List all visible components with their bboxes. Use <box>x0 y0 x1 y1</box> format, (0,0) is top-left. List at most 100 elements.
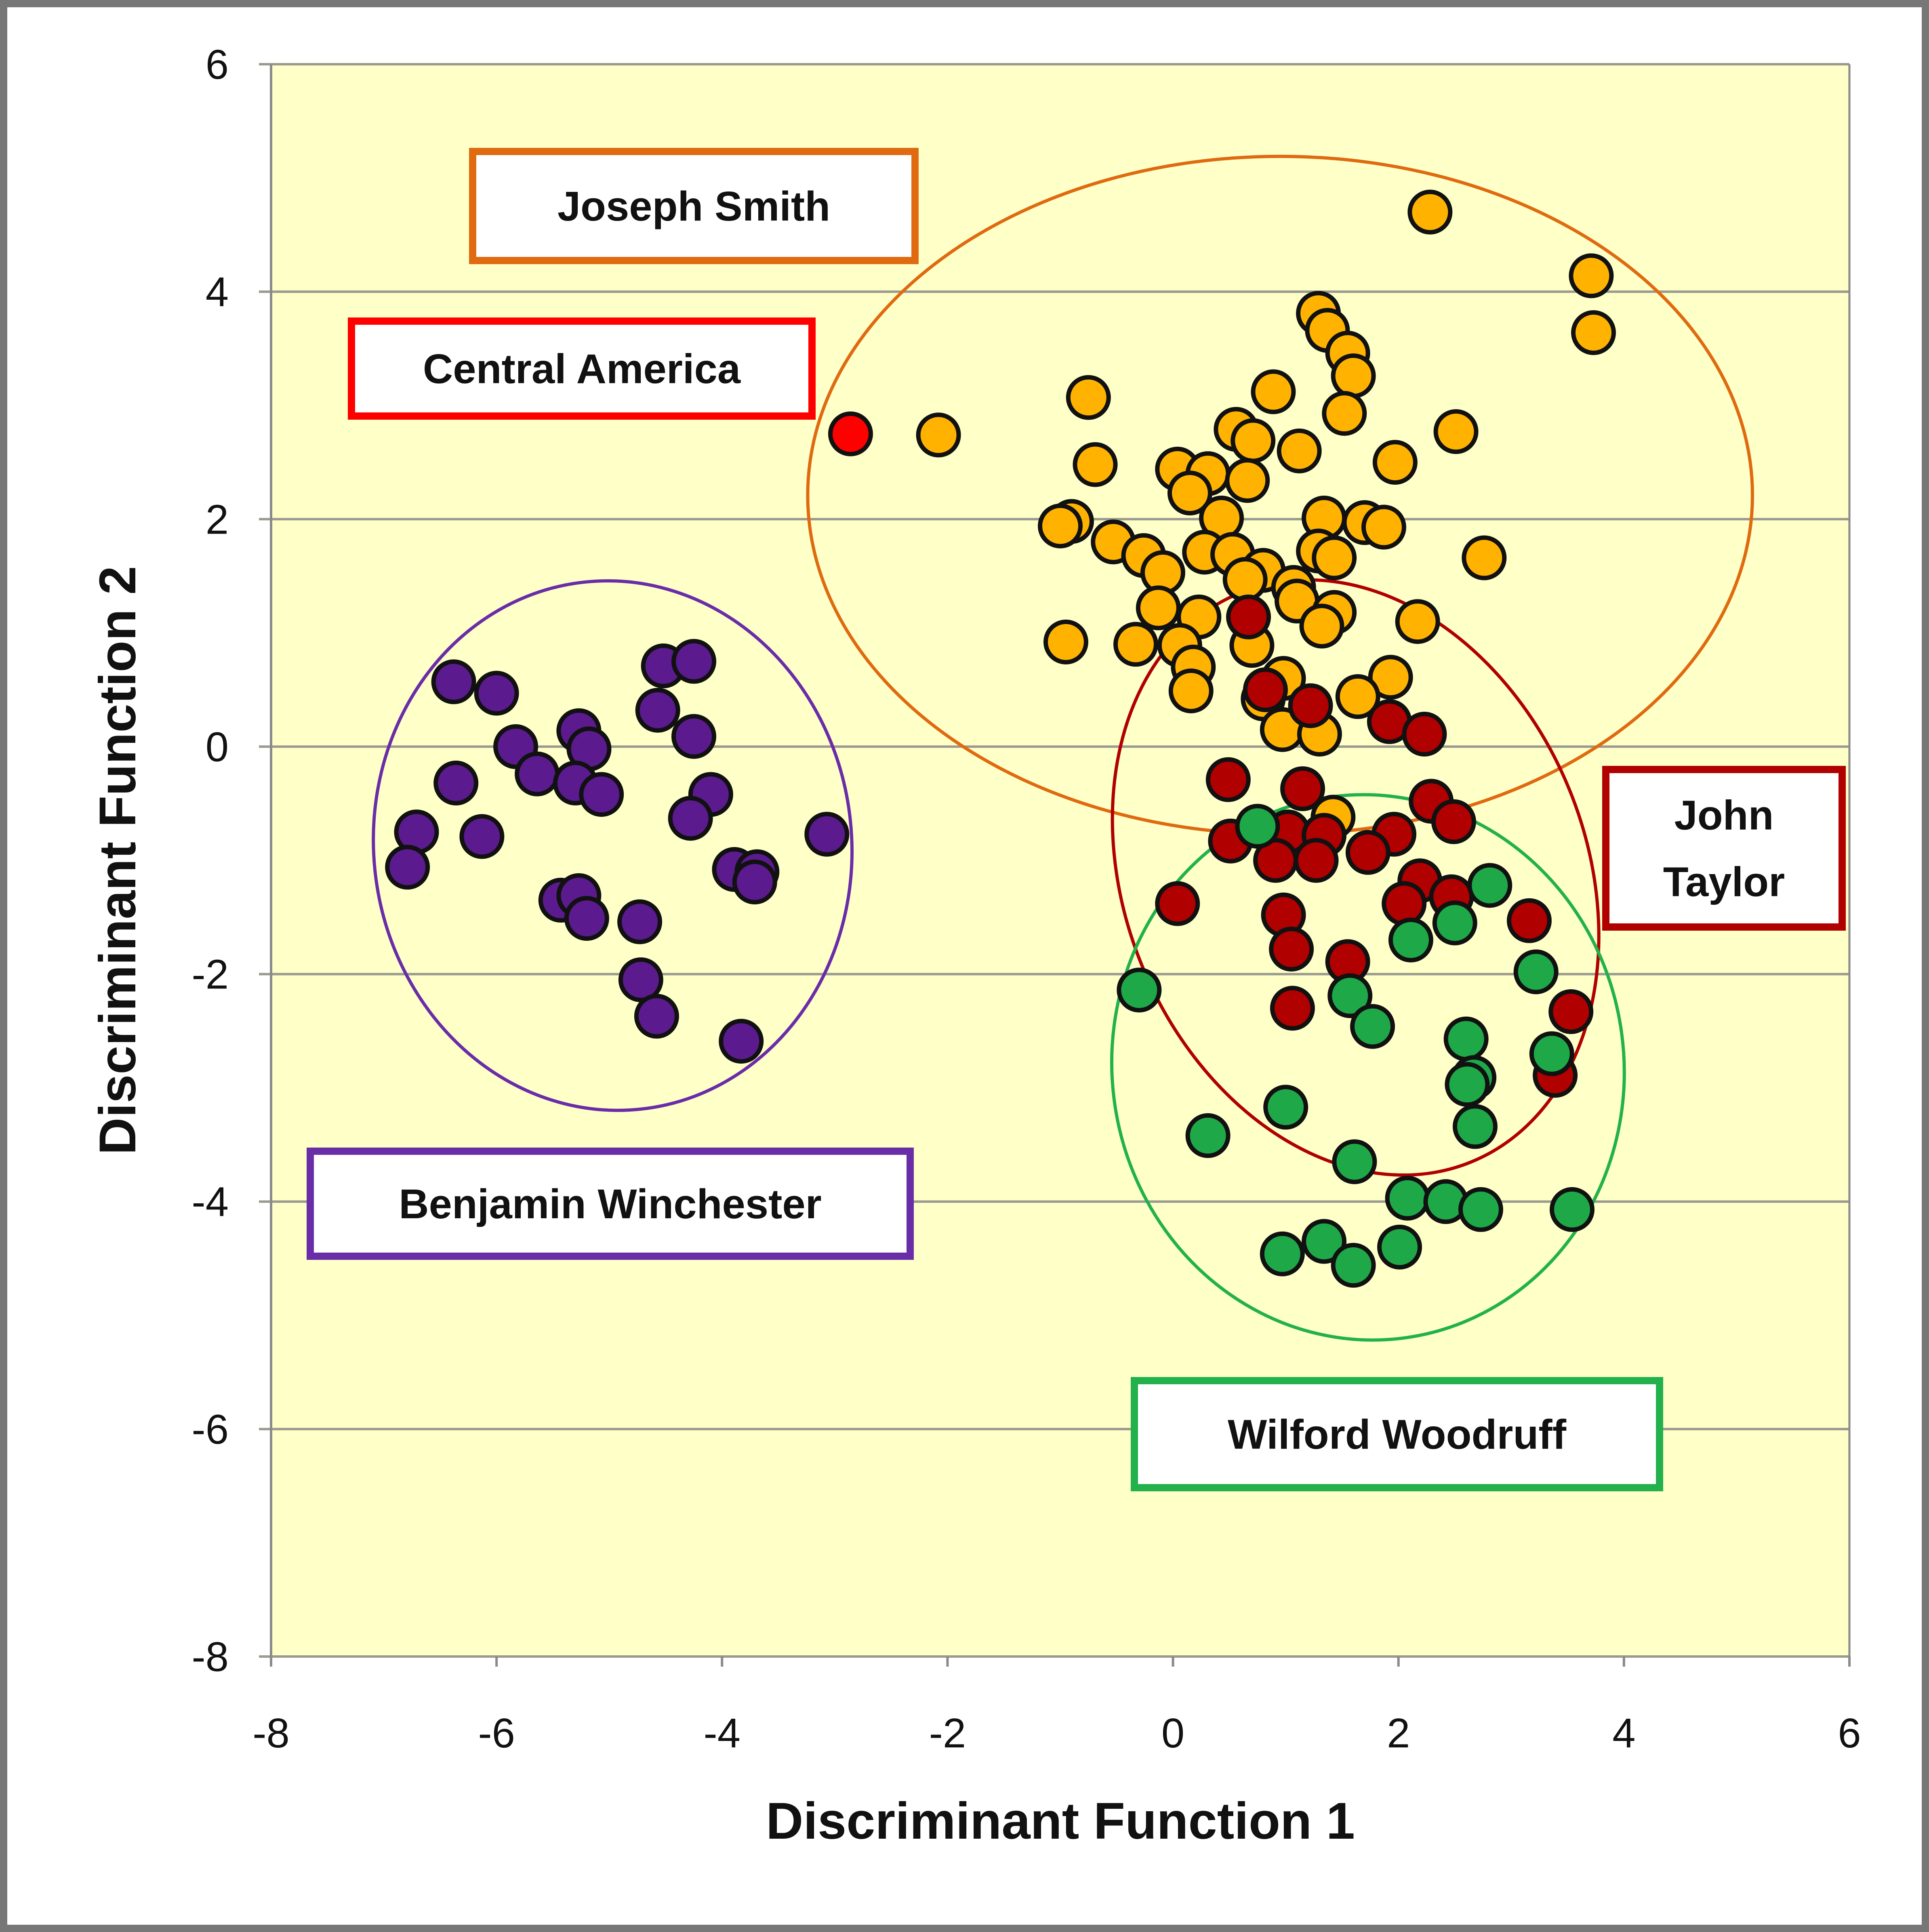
point-benjamin-winchester <box>804 811 850 857</box>
x-tick-label: -8 <box>252 1710 290 1756</box>
label-text: Taylor <box>1663 859 1785 905</box>
label-text: Benjamin Winchester <box>399 1181 822 1227</box>
point-wilford-woodruff <box>1467 863 1512 908</box>
point-benjamin-winchester <box>431 659 476 704</box>
point-joseph-smith <box>1167 471 1212 516</box>
point-john-taylor <box>1382 881 1427 926</box>
point-benjamin-winchester <box>635 687 680 733</box>
point-john-taylor <box>1288 683 1333 728</box>
point-joseph-smith <box>1571 310 1616 355</box>
point-benjamin-winchester <box>671 714 717 759</box>
x-tick-labels: -8 -6 -4 -2 0 2 4 6 <box>252 1710 1861 1756</box>
label-john-taylor: John Taylor <box>1602 766 1846 931</box>
point-wilford-woodruff <box>1350 1004 1395 1049</box>
y-tick-label: -8 <box>191 1633 229 1680</box>
y-tick-label: 2 <box>206 496 229 542</box>
point-john-taylor <box>1226 594 1271 639</box>
point-john-taylor <box>1205 757 1251 802</box>
point-wilford-woodruff <box>1377 1224 1422 1270</box>
point-wilford-woodruff <box>1185 1113 1231 1158</box>
point-john-taylor <box>1243 667 1288 713</box>
label-text: Central America <box>423 346 741 392</box>
point-john-taylor <box>1506 898 1552 943</box>
point-benjamin-winchester <box>668 796 713 841</box>
x-tick-label: 2 <box>1387 1710 1410 1756</box>
label-central-america: Central America <box>348 317 816 420</box>
label-benjamin-winchester: Benjamin Winchester <box>307 1148 914 1260</box>
y-tick-label: 0 <box>206 723 229 770</box>
point-joseph-smith <box>1569 253 1614 299</box>
label-box <box>348 317 816 420</box>
x-tick-label: -4 <box>703 1710 740 1756</box>
point-john-taylor <box>1269 927 1314 972</box>
point-wilford-woodruff <box>1458 1187 1503 1232</box>
point-joseph-smith <box>1277 428 1322 473</box>
y-tick-label: -2 <box>191 951 229 998</box>
label-box <box>1602 766 1846 931</box>
label-box <box>469 148 919 264</box>
point-benjamin-winchester <box>617 899 663 944</box>
x-tick-label: 0 <box>1161 1710 1184 1756</box>
point-joseph-smith <box>1222 557 1268 602</box>
point-wilford-woodruff <box>1385 1175 1430 1221</box>
data-points <box>385 189 1616 1288</box>
point-wilford-woodruff <box>1529 1031 1574 1076</box>
axes <box>270 64 1851 1667</box>
point-joseph-smith <box>916 412 961 458</box>
point-john-taylor <box>1270 986 1315 1031</box>
point-joseph-smith <box>1225 458 1270 503</box>
point-wilford-woodruff <box>1332 1139 1377 1184</box>
point-wilford-woodruff <box>1260 1231 1305 1276</box>
point-john-taylor <box>1548 989 1594 1034</box>
point-benjamin-winchester <box>564 896 609 941</box>
label-text: Joseph Smith <box>557 183 830 229</box>
point-joseph-smith <box>1043 619 1088 664</box>
point-joseph-smith <box>1299 603 1344 649</box>
point-joseph-smith <box>1361 505 1406 550</box>
point-wilford-woodruff <box>1327 973 1373 1018</box>
point-benjamin-winchester <box>515 751 560 797</box>
y-tick-label: -4 <box>191 1179 229 1225</box>
point-benjamin-winchester <box>579 772 624 817</box>
x-axis-title: Discriminant Function 1 <box>766 1792 1355 1850</box>
y-tick-labels: -8 -6 -4 -2 0 2 4 6 <box>191 41 229 1680</box>
point-benjamin-winchester <box>732 859 777 904</box>
point-wilford-woodruff <box>1235 804 1280 849</box>
label-wilford-woodruff: Wilford Woodruff <box>1131 1377 1663 1491</box>
point-benjamin-winchester <box>618 957 663 1003</box>
point-joseph-smith <box>1462 535 1507 580</box>
point-john-taylor <box>1155 881 1200 926</box>
point-wilford-woodruff <box>1443 1016 1489 1062</box>
label-text: Wilford Woodruff <box>1228 1411 1567 1458</box>
label-text: John <box>1674 792 1773 839</box>
x-tick-label: -6 <box>478 1710 515 1756</box>
cluster-labels: Joseph Smith Central America John Taylor Ben… <box>307 148 1846 1491</box>
y-axis-title: Discriminant Function 2 <box>89 566 147 1155</box>
point-joseph-smith <box>1113 622 1158 667</box>
point-wilford-woodruff <box>1263 1085 1308 1130</box>
point-joseph-smith <box>1231 418 1276 463</box>
point-john-taylor <box>1280 766 1325 811</box>
point-joseph-smith <box>1407 189 1453 235</box>
y-tick-label: 4 <box>206 269 229 315</box>
point-wilford-woodruff <box>1452 1104 1498 1149</box>
point-benjamin-winchester <box>459 814 505 859</box>
point-benjamin-winchester <box>634 994 679 1039</box>
point-wilford-woodruff <box>1549 1187 1595 1232</box>
point-joseph-smith <box>1168 668 1214 713</box>
point-wilford-woodruff <box>1117 967 1162 1013</box>
point-wilford-woodruff <box>1445 1062 1490 1107</box>
x-tick-label: -2 <box>929 1710 966 1756</box>
y-tick-label: -6 <box>191 1406 229 1453</box>
point-wilford-woodruff <box>1302 1219 1347 1264</box>
label-joseph-smith: Joseph Smith <box>469 148 919 264</box>
point-john-taylor <box>1431 799 1476 844</box>
point-john-taylor <box>1345 830 1390 875</box>
point-benjamin-winchester <box>719 1019 764 1064</box>
label-box <box>307 1148 914 1260</box>
point-joseph-smith <box>1312 535 1357 580</box>
y-tick-label: 6 <box>206 41 229 88</box>
point-central-america <box>828 411 873 456</box>
point-benjamin-winchester <box>433 761 479 806</box>
